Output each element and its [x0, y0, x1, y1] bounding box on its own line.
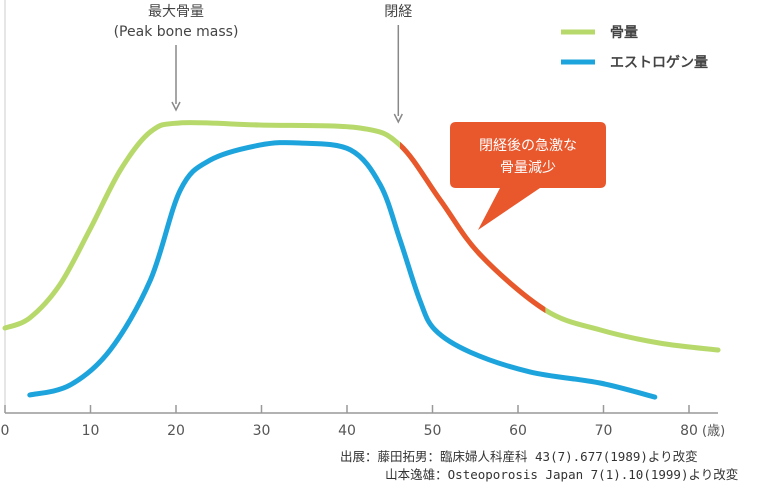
- callout-box: [450, 122, 606, 230]
- arrow-head-icon: [393, 113, 403, 124]
- x-tick-label: 0: [1, 423, 10, 439]
- arrow-head-icon: [171, 101, 181, 112]
- x-tick-label: 10: [82, 423, 100, 439]
- source-line-2: 山本逸雄：Osteoporosis Japan 7(1).10(1999)より改…: [340, 467, 739, 482]
- legend-label: 骨量: [610, 24, 638, 41]
- series-line-bone-mass: [2, 120, 721, 353]
- series-line-estrogen: [27, 140, 658, 400]
- x-tick-label: 20: [167, 423, 185, 439]
- peak-sublabel: (Peak bone mass): [114, 24, 239, 40]
- source-line-1: 出展：藤田拓男：臨床婦人科産科 43(7).677(1989)より改変: [340, 449, 698, 464]
- peak-label: 最大骨量: [148, 4, 204, 20]
- x-tick-label: 50: [424, 423, 442, 439]
- callout-line-2: 骨量減少: [500, 159, 556, 176]
- x-tick-label: 70: [595, 423, 613, 439]
- menopause-label: 閉経: [384, 4, 412, 20]
- x-unit-label: (歳): [702, 424, 725, 439]
- x-tick-label: 80: [680, 423, 698, 439]
- legend-label: エストロゲン量: [610, 54, 708, 71]
- callout-line-1: 閉経後の急激な: [479, 137, 577, 154]
- x-tick-label: 40: [338, 423, 356, 439]
- x-tick-label: 30: [253, 423, 271, 439]
- x-tick-label: 60: [509, 423, 527, 439]
